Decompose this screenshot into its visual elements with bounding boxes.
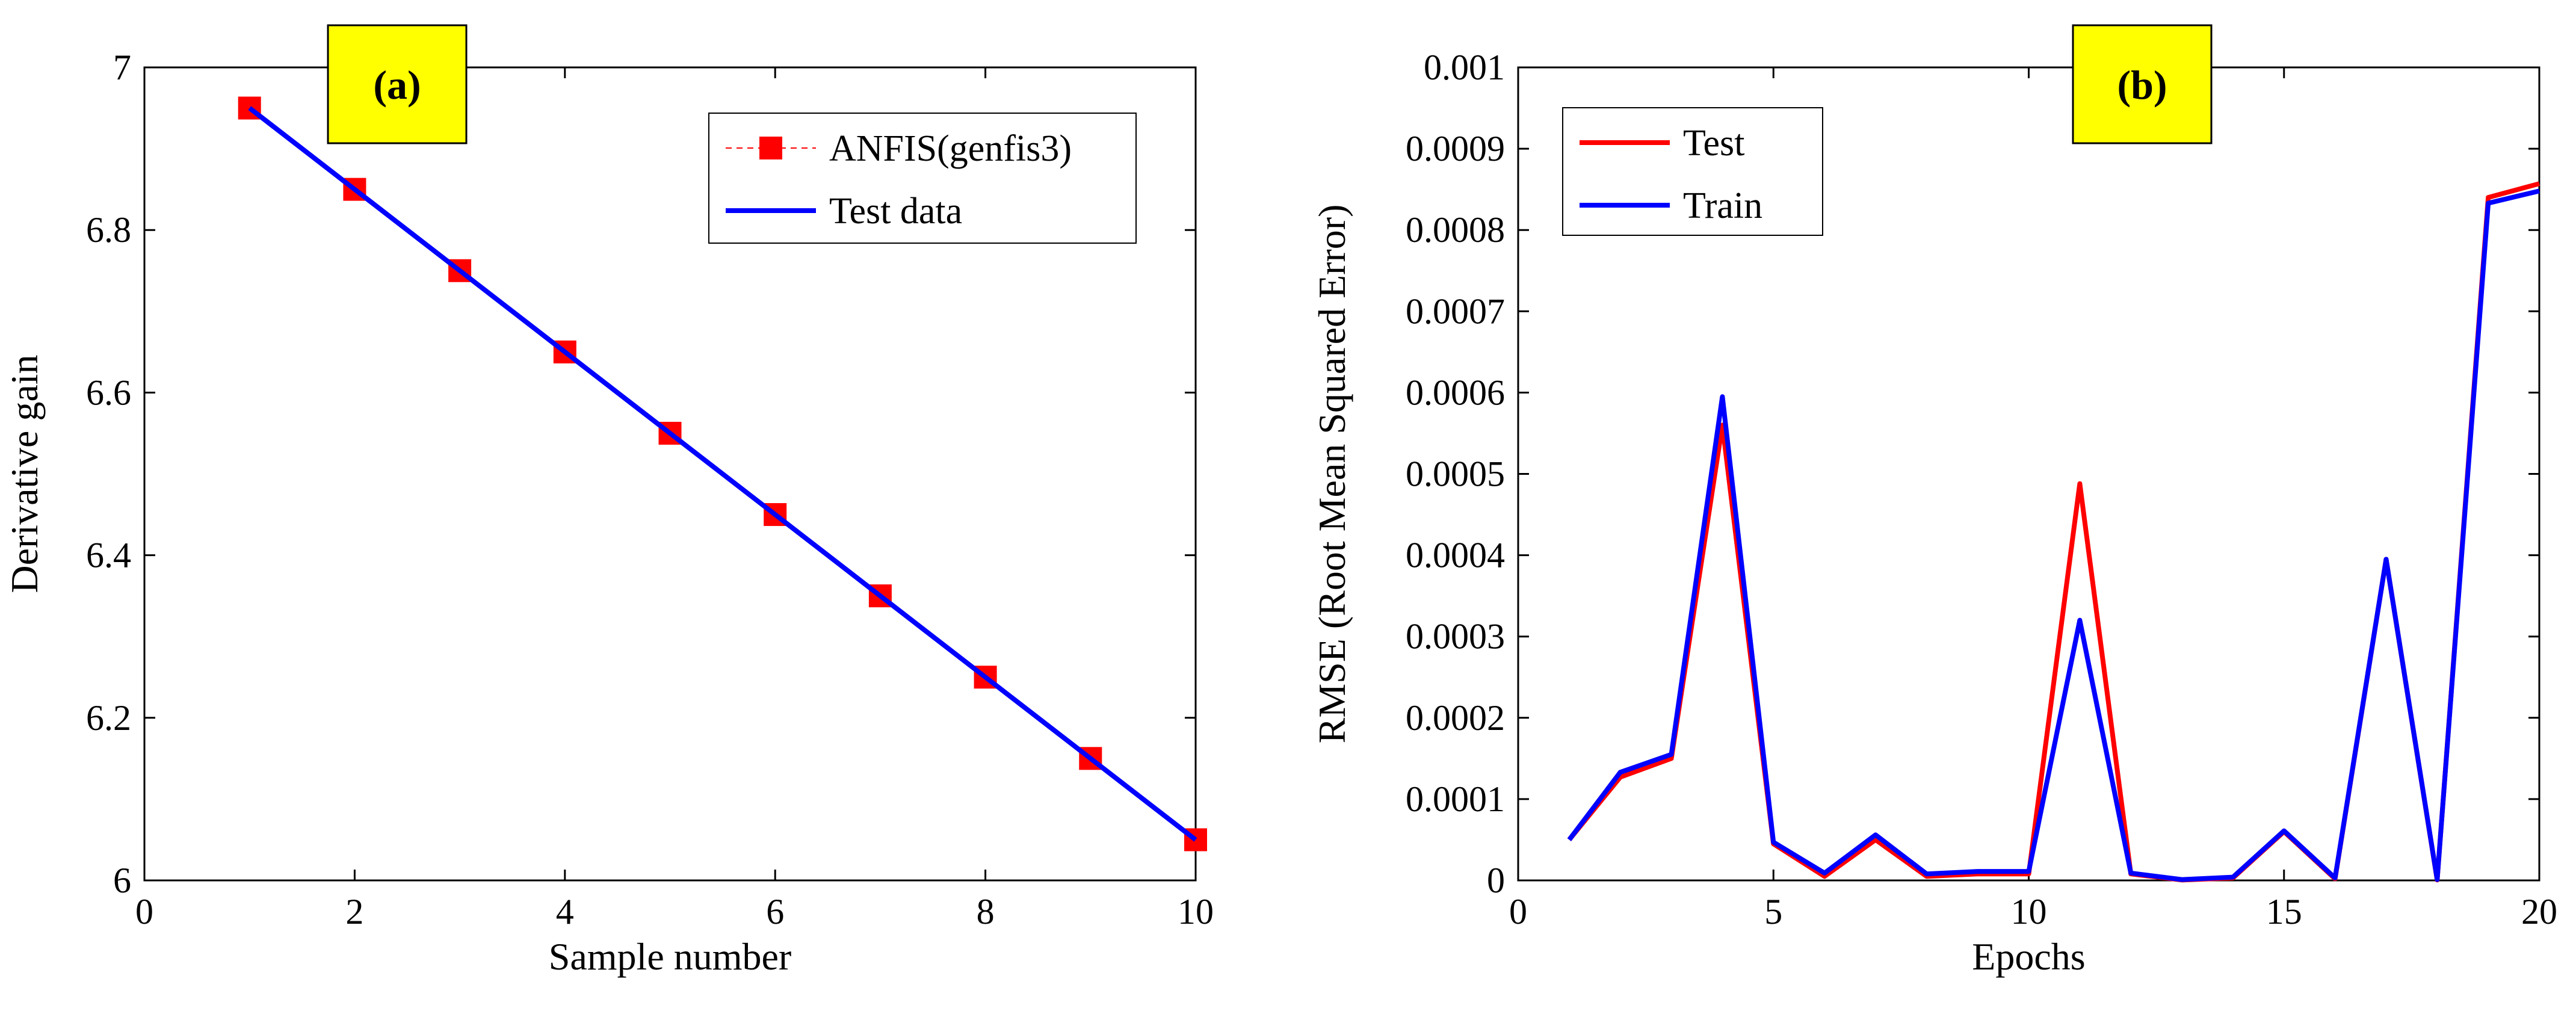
y-tick-label: 0.001 bbox=[1424, 48, 1505, 87]
x-tick-label: 6 bbox=[766, 892, 784, 932]
x-tick-label: 4 bbox=[556, 892, 574, 932]
series-line-test-data-overlay bbox=[248, 106, 1197, 842]
y-axis-title: Derivative gain bbox=[3, 354, 46, 593]
legend-label: Train bbox=[1683, 185, 1762, 226]
panel-label-box bbox=[2072, 24, 2213, 144]
y-tick-label: 0 bbox=[1487, 861, 1505, 900]
x-tick-label: 0 bbox=[135, 892, 153, 932]
legend-label: ANFIS(genfis3) bbox=[829, 128, 1072, 169]
y-axis-title: RMSE (Root Mean Squared Error) bbox=[1311, 205, 1353, 744]
x-tick-label: 8 bbox=[977, 892, 995, 932]
y-tick-label: 0.0009 bbox=[1406, 129, 1505, 168]
x-axis-title: Sample number bbox=[549, 935, 791, 978]
chart-panel-a: 0 2 4 6 8 10 6 6.2 6.4 6.6 6.8 7 Sample number Deriva… bbox=[3, 24, 1214, 978]
y-tick-label: 0.0001 bbox=[1406, 779, 1505, 819]
x-tick-label: 5 bbox=[1764, 892, 1782, 932]
chart-panel-b: 0 5 10 15 20 0 0.0001 0.0002 0.0003 0.0004 0.0005 0… bbox=[1311, 24, 2557, 978]
y-tick-label: 0.0008 bbox=[1406, 210, 1505, 250]
legend-box bbox=[1562, 107, 1823, 236]
y-tick-label: 0.0006 bbox=[1406, 373, 1505, 412]
y-tick-label: 6.6 bbox=[86, 373, 131, 412]
y-tick-label: 0.0002 bbox=[1406, 698, 1505, 738]
legend: ANFIS(genfis3) Test data bbox=[708, 113, 1137, 244]
y-tick-label: 0.0003 bbox=[1406, 617, 1505, 657]
x-tick-label: 10 bbox=[2011, 892, 2047, 932]
x-tick-label: 20 bbox=[2521, 892, 2557, 932]
y-tick-label: 0.0007 bbox=[1406, 291, 1505, 331]
legend-sample-marker bbox=[759, 137, 782, 159]
x-tick-label: 10 bbox=[1178, 892, 1214, 932]
legend-label: Test data bbox=[829, 191, 962, 232]
y-tick-label: 0.0005 bbox=[1406, 454, 1505, 494]
series-line-train bbox=[1567, 188, 2540, 882]
y-tick-label: 6.8 bbox=[86, 210, 131, 250]
panel-label-box bbox=[327, 24, 468, 144]
y-tick-label: 6.4 bbox=[86, 536, 131, 575]
legend-label: Test bbox=[1683, 123, 1744, 164]
x-axis-title: Epochs bbox=[1972, 935, 2085, 978]
x-tick-label: 2 bbox=[345, 892, 363, 932]
y-tick-label: 7 bbox=[113, 48, 131, 87]
legend-box bbox=[708, 113, 1137, 244]
panel-label: (a) bbox=[373, 62, 421, 108]
y-tick-label: 6 bbox=[113, 861, 131, 900]
legend: Test Train bbox=[1562, 107, 1823, 236]
y-tick-label: 6.2 bbox=[86, 698, 131, 738]
panel-label: (b) bbox=[2117, 62, 2167, 108]
x-tick-label: 15 bbox=[2266, 892, 2302, 932]
y-tick-label: 0.0004 bbox=[1406, 536, 1505, 575]
x-tick-label: 0 bbox=[1509, 892, 1527, 932]
